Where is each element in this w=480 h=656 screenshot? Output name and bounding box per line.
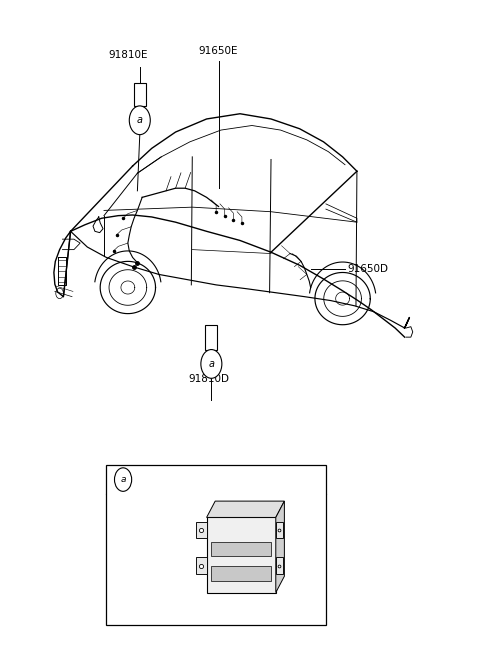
Text: 91650E: 91650E: [199, 47, 238, 56]
Bar: [211, 542, 271, 556]
Text: a: a: [137, 115, 143, 125]
Text: a: a: [120, 475, 126, 484]
Text: 96301A: 96301A: [128, 548, 165, 558]
Text: 91810D: 91810D: [189, 374, 229, 384]
Bar: [276, 522, 283, 539]
Polygon shape: [276, 501, 284, 592]
Bar: [196, 558, 206, 574]
Polygon shape: [206, 501, 284, 518]
Circle shape: [115, 468, 132, 491]
Text: a: a: [208, 359, 215, 369]
Circle shape: [129, 106, 150, 134]
Text: 91650D: 91650D: [348, 264, 388, 274]
Bar: [211, 566, 271, 581]
Bar: [107, 465, 326, 625]
Circle shape: [201, 350, 222, 379]
Text: 91216: 91216: [210, 508, 243, 518]
Bar: [206, 518, 276, 592]
Bar: [134, 83, 146, 106]
Bar: [276, 558, 283, 574]
Bar: [205, 325, 217, 350]
Text: 91810E: 91810E: [108, 50, 148, 60]
Bar: [196, 522, 206, 539]
